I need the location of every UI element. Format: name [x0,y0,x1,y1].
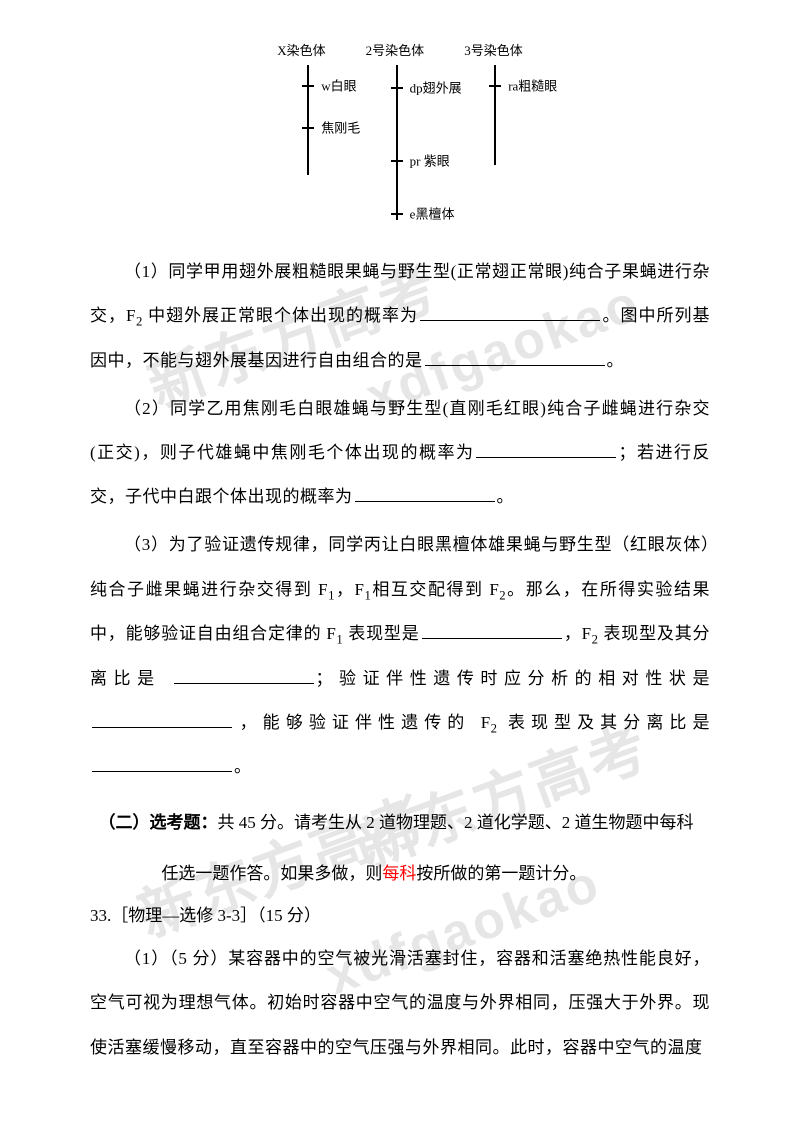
q2-text: 。 [497,487,515,506]
chromosome-line: dp翅外展pr 紫眼e黑檀体 [396,65,398,220]
highlight-text: 每科 [382,864,416,883]
answer-blank [420,301,600,321]
section-heading: （二）选考题：共 45 分。请考生从 2 道物理题、2 道化学题、2 道生物题中… [90,804,710,841]
gene-mark [391,160,403,162]
answer-blank [174,663,314,683]
q3-text: ，能够验证伴性遗传的 F [234,713,491,732]
question-33-para: （1）（5 分）某容器中的空气被光滑活塞封住，容器和活塞绝热性能良好，空气可视为… [90,937,710,1070]
answer-blank [355,482,495,502]
chromosome-column: 3号染色体 ra粗糙眼 [464,40,523,220]
section-text: 按所做的第一题计分。 [416,864,586,883]
gene-label: pr 紫眼 [410,151,450,170]
gene-label: w白眼 [321,76,356,95]
gene-mark [489,85,501,87]
q3-text: 表现型是 [343,624,419,643]
chromosome-title: X染色体 [277,40,325,59]
chromosome-column: X染色体 w白眼焦刚毛 [277,40,325,220]
question-33-title: 33.［物理—选修 3-3］（15 分） [90,896,710,937]
gene-mark [302,127,314,129]
chromosome-diagram: X染色体w白眼焦刚毛2号染色体dp翅外展pr 紫眼e黑檀体3号染色体ra粗糙眼 [90,40,710,220]
question-2: （2）同学乙用焦刚毛白眼雄蝇与野生型(直刚毛红眼)纯合子雌蝇进行杂交(正交)，则… [90,387,710,520]
chromosome-column: 2号染色体 dp翅外展pr 紫眼e黑檀体 [366,40,425,220]
section-text: 共 45 分。请考生从 2 道物理题、2 道化学题、2 道生物题中每科 [218,813,694,832]
answer-blank [92,752,232,772]
section-heading-line2: 任选一题作答。如果多做，则每科按所做的第一题计分。 [90,855,710,892]
q3-text: ；验证伴性遗传时应分析的相对性状是 [316,669,711,688]
gene-label: dp翅外展 [410,78,462,97]
section-label: （二）选考题： [99,813,218,832]
subscript: 1 [328,588,335,602]
gene-label: ra粗糙眼 [508,76,557,95]
chromosome-title: 3号染色体 [464,40,523,59]
answer-blank [425,345,605,365]
q1-text: 。 [607,351,625,370]
chromosome-line: ra粗糙眼 [494,65,496,165]
q3-text: 。 [234,757,252,776]
chromosome-title: 2号染色体 [366,40,425,59]
q1-text: 中翅外展正常眼个体出现的概率为 [143,306,418,325]
q2-text: （2）同学乙用焦刚毛白眼雄蝇与野生型(直刚毛红眼)纯合子雌蝇进行杂交(正交)，则… [90,399,710,462]
answer-blank [476,438,616,458]
q3-text: ，F [335,580,365,599]
question-1: （1）同学甲用翅外展粗糙眼果蝇与野生型(正常翅正常眼)纯合子果蝇进行杂交，F2 … [90,250,710,383]
gene-label: e黑檀体 [410,204,455,223]
subscript: 2 [491,721,498,735]
gene-mark [391,213,403,215]
question-3: （3）为了验证遗传规律，同学丙让白眼黑檀体雄果蝇与野生型（红眼灰体）纯合子雌果蝇… [90,523,710,789]
q3-text: 表现型及其分离比是 [498,713,710,732]
gene-label: 焦刚毛 [321,118,360,137]
gene-mark [391,87,403,89]
answer-blank [92,708,232,728]
section-text: 任选一题作答。如果多做，则 [161,864,382,883]
q3-text: ，F [564,624,592,643]
subscript: 2 [136,315,143,329]
gene-mark [302,85,314,87]
answer-blank [422,619,562,639]
q3-text: 相互交配得到 F [371,580,499,599]
chromosome-line: w白眼焦刚毛 [307,65,309,175]
